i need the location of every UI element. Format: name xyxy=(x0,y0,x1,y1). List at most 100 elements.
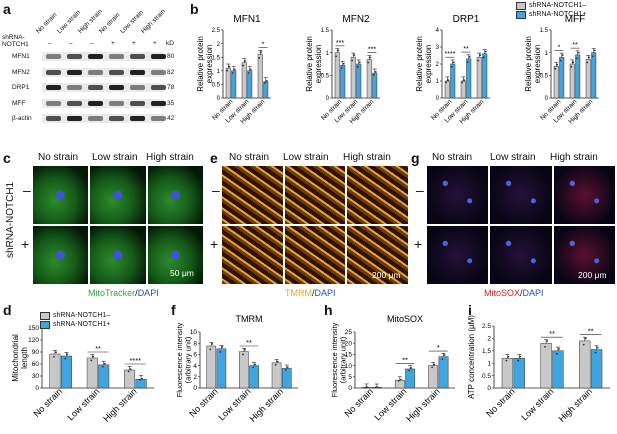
bar xyxy=(356,63,362,99)
data-point xyxy=(372,74,375,76)
y-axis-label: Mitochondriallength xyxy=(11,334,29,382)
bar xyxy=(444,80,450,99)
data-point xyxy=(376,386,379,389)
wb-band xyxy=(67,100,82,106)
bar xyxy=(350,56,356,99)
wb-band xyxy=(88,69,103,75)
wb-band xyxy=(46,116,61,121)
wb-kd-label: kD xyxy=(166,40,174,47)
data-point xyxy=(90,359,93,362)
y-tick-label: 2 xyxy=(436,62,440,68)
y-axis-label-line: Relative protein xyxy=(415,36,424,92)
micrograph-tile xyxy=(90,166,146,224)
bar xyxy=(450,63,456,99)
e-col-2: Low strain xyxy=(283,152,329,163)
bar xyxy=(591,52,597,99)
wb-band xyxy=(109,69,124,75)
data-point xyxy=(276,360,279,363)
data-point xyxy=(544,346,546,348)
g-caption: MitoSOX/DAPI xyxy=(484,288,544,298)
y-axis-label-line: (arbitrary unit) xyxy=(184,336,193,383)
e-caption-a: TMRM xyxy=(285,288,312,298)
data-point xyxy=(461,81,464,84)
significance-label: ** xyxy=(463,46,469,53)
wb-band xyxy=(46,85,61,90)
g-micrograph-grid xyxy=(427,166,615,284)
category-label: High strain xyxy=(101,386,138,423)
micrograph-tile xyxy=(553,166,615,224)
y-tick-label: 10 xyxy=(345,363,353,370)
data-point xyxy=(366,386,369,389)
y-axis-label-line: expression xyxy=(205,45,214,84)
data-point xyxy=(226,69,229,72)
bar xyxy=(460,80,466,99)
wb-band xyxy=(88,85,103,90)
data-point xyxy=(129,368,132,370)
y-axis-label: Relative proteinexpression xyxy=(524,36,542,92)
chart-title: MFN1 xyxy=(233,14,261,25)
data-point xyxy=(369,56,372,59)
data-point xyxy=(228,65,231,68)
y-tick-label: 60 xyxy=(32,361,40,368)
bar xyxy=(428,365,439,389)
bar xyxy=(60,355,72,389)
y-tick-label: 6 xyxy=(193,352,197,359)
data-point xyxy=(577,51,580,54)
data-point xyxy=(254,363,256,366)
bar xyxy=(579,340,591,389)
panel-letter-f: f xyxy=(171,302,176,318)
wb-band xyxy=(130,116,145,121)
wb-band xyxy=(151,100,166,106)
category-label: High strain xyxy=(248,386,285,423)
significance-label: ** xyxy=(549,329,555,338)
micrograph-tile xyxy=(284,226,346,284)
y-tick-label: 1 xyxy=(545,51,549,57)
y-axis-label: Fluorescence intensity(arbitrary unit) xyxy=(330,322,348,397)
y-tick-label: 8 xyxy=(193,340,197,347)
data-point xyxy=(572,61,575,64)
wb-band xyxy=(46,100,61,106)
wb-band-row xyxy=(42,114,166,123)
panel-e: No strain Low strain High strain – + 200… xyxy=(207,150,412,300)
data-point xyxy=(443,354,446,356)
e-micrograph-grid xyxy=(222,166,408,284)
data-point xyxy=(92,355,95,358)
bar xyxy=(590,349,603,389)
c-caption-b: DAPI xyxy=(137,288,159,298)
wb-band xyxy=(109,116,124,121)
bar xyxy=(476,56,482,99)
g-caption-sep: / xyxy=(520,288,523,298)
category-label: No strain xyxy=(187,386,220,419)
data-point xyxy=(408,369,411,372)
g-col-3: High strain xyxy=(550,152,598,163)
bar xyxy=(340,65,346,99)
y-axis-label-line: Relative protein xyxy=(305,36,314,92)
data-point xyxy=(558,348,560,350)
bar xyxy=(559,56,565,99)
wb-band xyxy=(88,100,103,106)
data-point xyxy=(353,54,356,57)
panel-letter-g: g xyxy=(411,150,420,166)
y-axis-label-line: Relative protein xyxy=(196,36,205,92)
wb-band-row xyxy=(42,67,166,77)
g-col-1: No strain xyxy=(432,152,473,163)
bar xyxy=(540,343,552,389)
y-tick-label: 4 xyxy=(193,363,197,370)
data-point xyxy=(431,366,434,369)
bar xyxy=(239,351,249,389)
y-tick-label: 0 xyxy=(545,96,549,102)
c-caption-a: MitoTracker xyxy=(88,288,136,298)
wb-protein-label: MFF xyxy=(12,99,26,107)
significance-label: ** xyxy=(246,338,252,347)
bar xyxy=(334,52,340,99)
y-tick-label: 0 xyxy=(487,385,491,392)
legend-b-minus: shRNA-NOTCH1– xyxy=(516,1,586,10)
micrograph-tile xyxy=(490,166,552,224)
bar xyxy=(281,368,292,389)
wb-band xyxy=(46,54,61,59)
bar xyxy=(271,362,282,389)
bar xyxy=(124,369,136,389)
bar xyxy=(241,62,247,99)
